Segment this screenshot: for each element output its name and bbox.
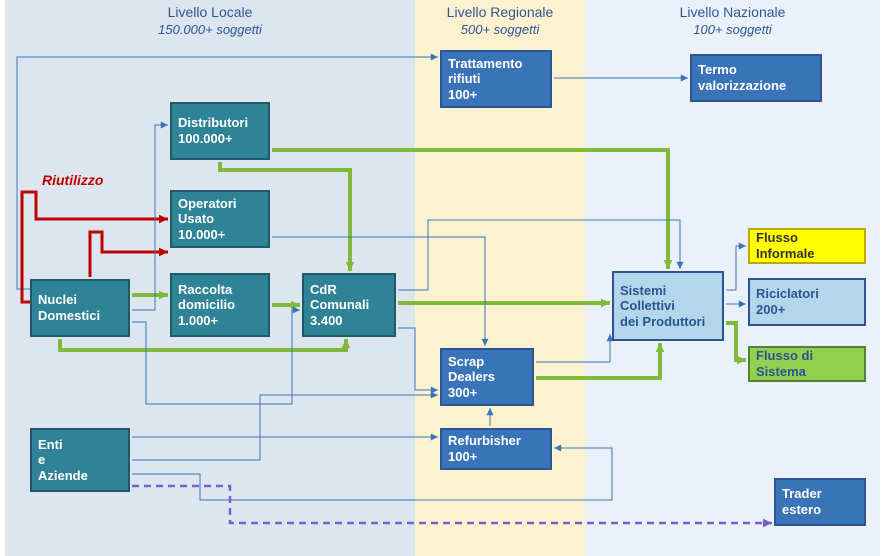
node-flusso_inf: FlussoInformale: [748, 228, 866, 264]
node-tratt: Trattamentorifiuti100+: [440, 50, 552, 108]
node-trader: Traderestero: [774, 478, 866, 526]
node-riciclatori: Riciclatori200+: [748, 278, 866, 326]
node-raccolta: Raccoltadomicilio1.000+: [170, 273, 270, 337]
node-enti: EntieAziende: [30, 428, 130, 492]
node-termo: Termovalorizzazione: [690, 54, 822, 102]
riutilizzo-label: Riutilizzo: [42, 172, 103, 188]
node-refurb: Refurbisher100+: [440, 428, 552, 470]
node-operatori: OperatoriUsato10.000+: [170, 190, 270, 248]
node-scrap: ScrapDealers300+: [440, 348, 534, 406]
diagram-canvas: Livello Locale150.000+ soggettiLivello R…: [0, 0, 885, 556]
node-nuclei: NucleiDomestici: [30, 279, 130, 337]
node-cdr: CdRComunali3.400: [302, 273, 396, 337]
node-distrib: Distributori100.000+: [170, 102, 270, 160]
node-sistemi: SistemiCollettividei Produttori: [612, 271, 724, 341]
node-flusso_sis: Flusso diSistema: [748, 346, 866, 382]
